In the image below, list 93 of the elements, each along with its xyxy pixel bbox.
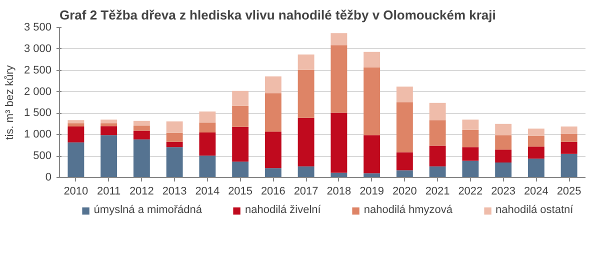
- x-tick-label: 2010: [64, 186, 88, 198]
- x-tick-label: 2016: [260, 186, 286, 198]
- bar: [264, 76, 282, 94]
- bar: [232, 106, 249, 127]
- bar: [264, 168, 282, 178]
- x-tick-label: 2019: [360, 186, 384, 198]
- bar: [68, 120, 84, 124]
- bar: [364, 67, 380, 136]
- y-tick-label: 3 000: [24, 42, 52, 55]
- bar: [396, 170, 413, 178]
- y-tick-label: 1 500: [24, 107, 52, 120]
- bar: [495, 135, 512, 150]
- legend-label: nahodilá ostatní: [496, 204, 574, 216]
- bar: [462, 130, 479, 148]
- bar: [232, 90, 249, 106]
- bar: [68, 142, 84, 178]
- y-axis-title: tis. m³ bez kůry: [4, 64, 16, 140]
- bar: [330, 112, 348, 173]
- bar: [232, 162, 249, 178]
- legend-label: nahodilá živelní: [245, 204, 321, 216]
- x-tick-label: 2025: [556, 186, 582, 198]
- bar: [100, 120, 118, 124]
- bar: [429, 146, 446, 166]
- bar: [133, 126, 150, 131]
- y-tick-label: 2 500: [24, 64, 52, 76]
- bar: [330, 33, 348, 46]
- x-tick-label: 2012: [129, 186, 154, 198]
- y-tick-label: 1 000: [24, 128, 52, 141]
- bar: [166, 147, 183, 178]
- bar: [495, 162, 512, 178]
- x-tick-label: 2023: [491, 186, 516, 198]
- bar: [462, 147, 479, 161]
- bar: [100, 126, 118, 136]
- bar: [298, 54, 314, 70]
- x-tick-label: 2022: [458, 186, 483, 198]
- bar: [298, 70, 314, 118]
- bar: [68, 126, 84, 142]
- x-tick-label: 2011: [96, 186, 121, 198]
- bar: [429, 120, 446, 146]
- y-tick-label: 500: [33, 150, 52, 162]
- bar: [462, 120, 479, 130]
- x-tick-label: 2021: [425, 186, 450, 198]
- bar: [560, 134, 578, 142]
- bar: [298, 118, 314, 166]
- bar: [199, 156, 216, 178]
- bar: [528, 136, 544, 147]
- bar: [100, 123, 118, 126]
- bar: [560, 142, 578, 154]
- bar: [68, 123, 84, 126]
- bar: [264, 93, 282, 132]
- bar: [364, 52, 380, 68]
- bar: [166, 132, 183, 142]
- bar: [133, 130, 150, 140]
- bar: [133, 139, 150, 178]
- bar: [100, 135, 118, 178]
- bar: [396, 102, 413, 152]
- x-tick-label: 2014: [195, 186, 220, 198]
- legend-label: úmyslná a mimořádná: [94, 204, 202, 216]
- bar: [264, 132, 282, 168]
- bar: [199, 122, 216, 132]
- bar: [298, 166, 314, 178]
- bar: [364, 135, 380, 174]
- bar: [199, 132, 216, 156]
- x-tick-label: 2020: [392, 186, 417, 198]
- bar: [429, 166, 446, 178]
- x-tick-label: 2018: [326, 186, 352, 198]
- bar: [133, 120, 150, 126]
- bar: [429, 102, 446, 120]
- bar: [528, 158, 544, 178]
- bar: [364, 173, 380, 178]
- y-tick-label: 0: [45, 172, 52, 184]
- bar: [495, 124, 512, 136]
- x-tick-label: 2013: [162, 186, 187, 198]
- bar: [528, 146, 544, 159]
- bar: [166, 121, 183, 133]
- y-tick-label: 2 000: [24, 86, 52, 98]
- y-tick-label: 3 500: [24, 22, 52, 34]
- bar: [495, 150, 512, 162]
- bar: [396, 86, 413, 102]
- bar: [330, 45, 348, 113]
- x-tick-label: 2024: [524, 186, 548, 198]
- x-tick-label: 2015: [228, 186, 253, 198]
- bar: [166, 142, 183, 148]
- bar: [462, 160, 479, 178]
- bar: [396, 152, 413, 170]
- x-tick-label: 2017: [294, 186, 318, 198]
- legend-label: nahodilá hmyzová: [364, 204, 453, 216]
- chart-title: Graf 2 Těžba dřeva z hlediska vlivu nahodilé těžby v Olomouckém kraji: [60, 8, 496, 22]
- bar: [199, 112, 216, 123]
- bar: [560, 126, 578, 134]
- bar: [232, 126, 249, 162]
- bar: [560, 154, 578, 178]
- bar: [528, 128, 544, 136]
